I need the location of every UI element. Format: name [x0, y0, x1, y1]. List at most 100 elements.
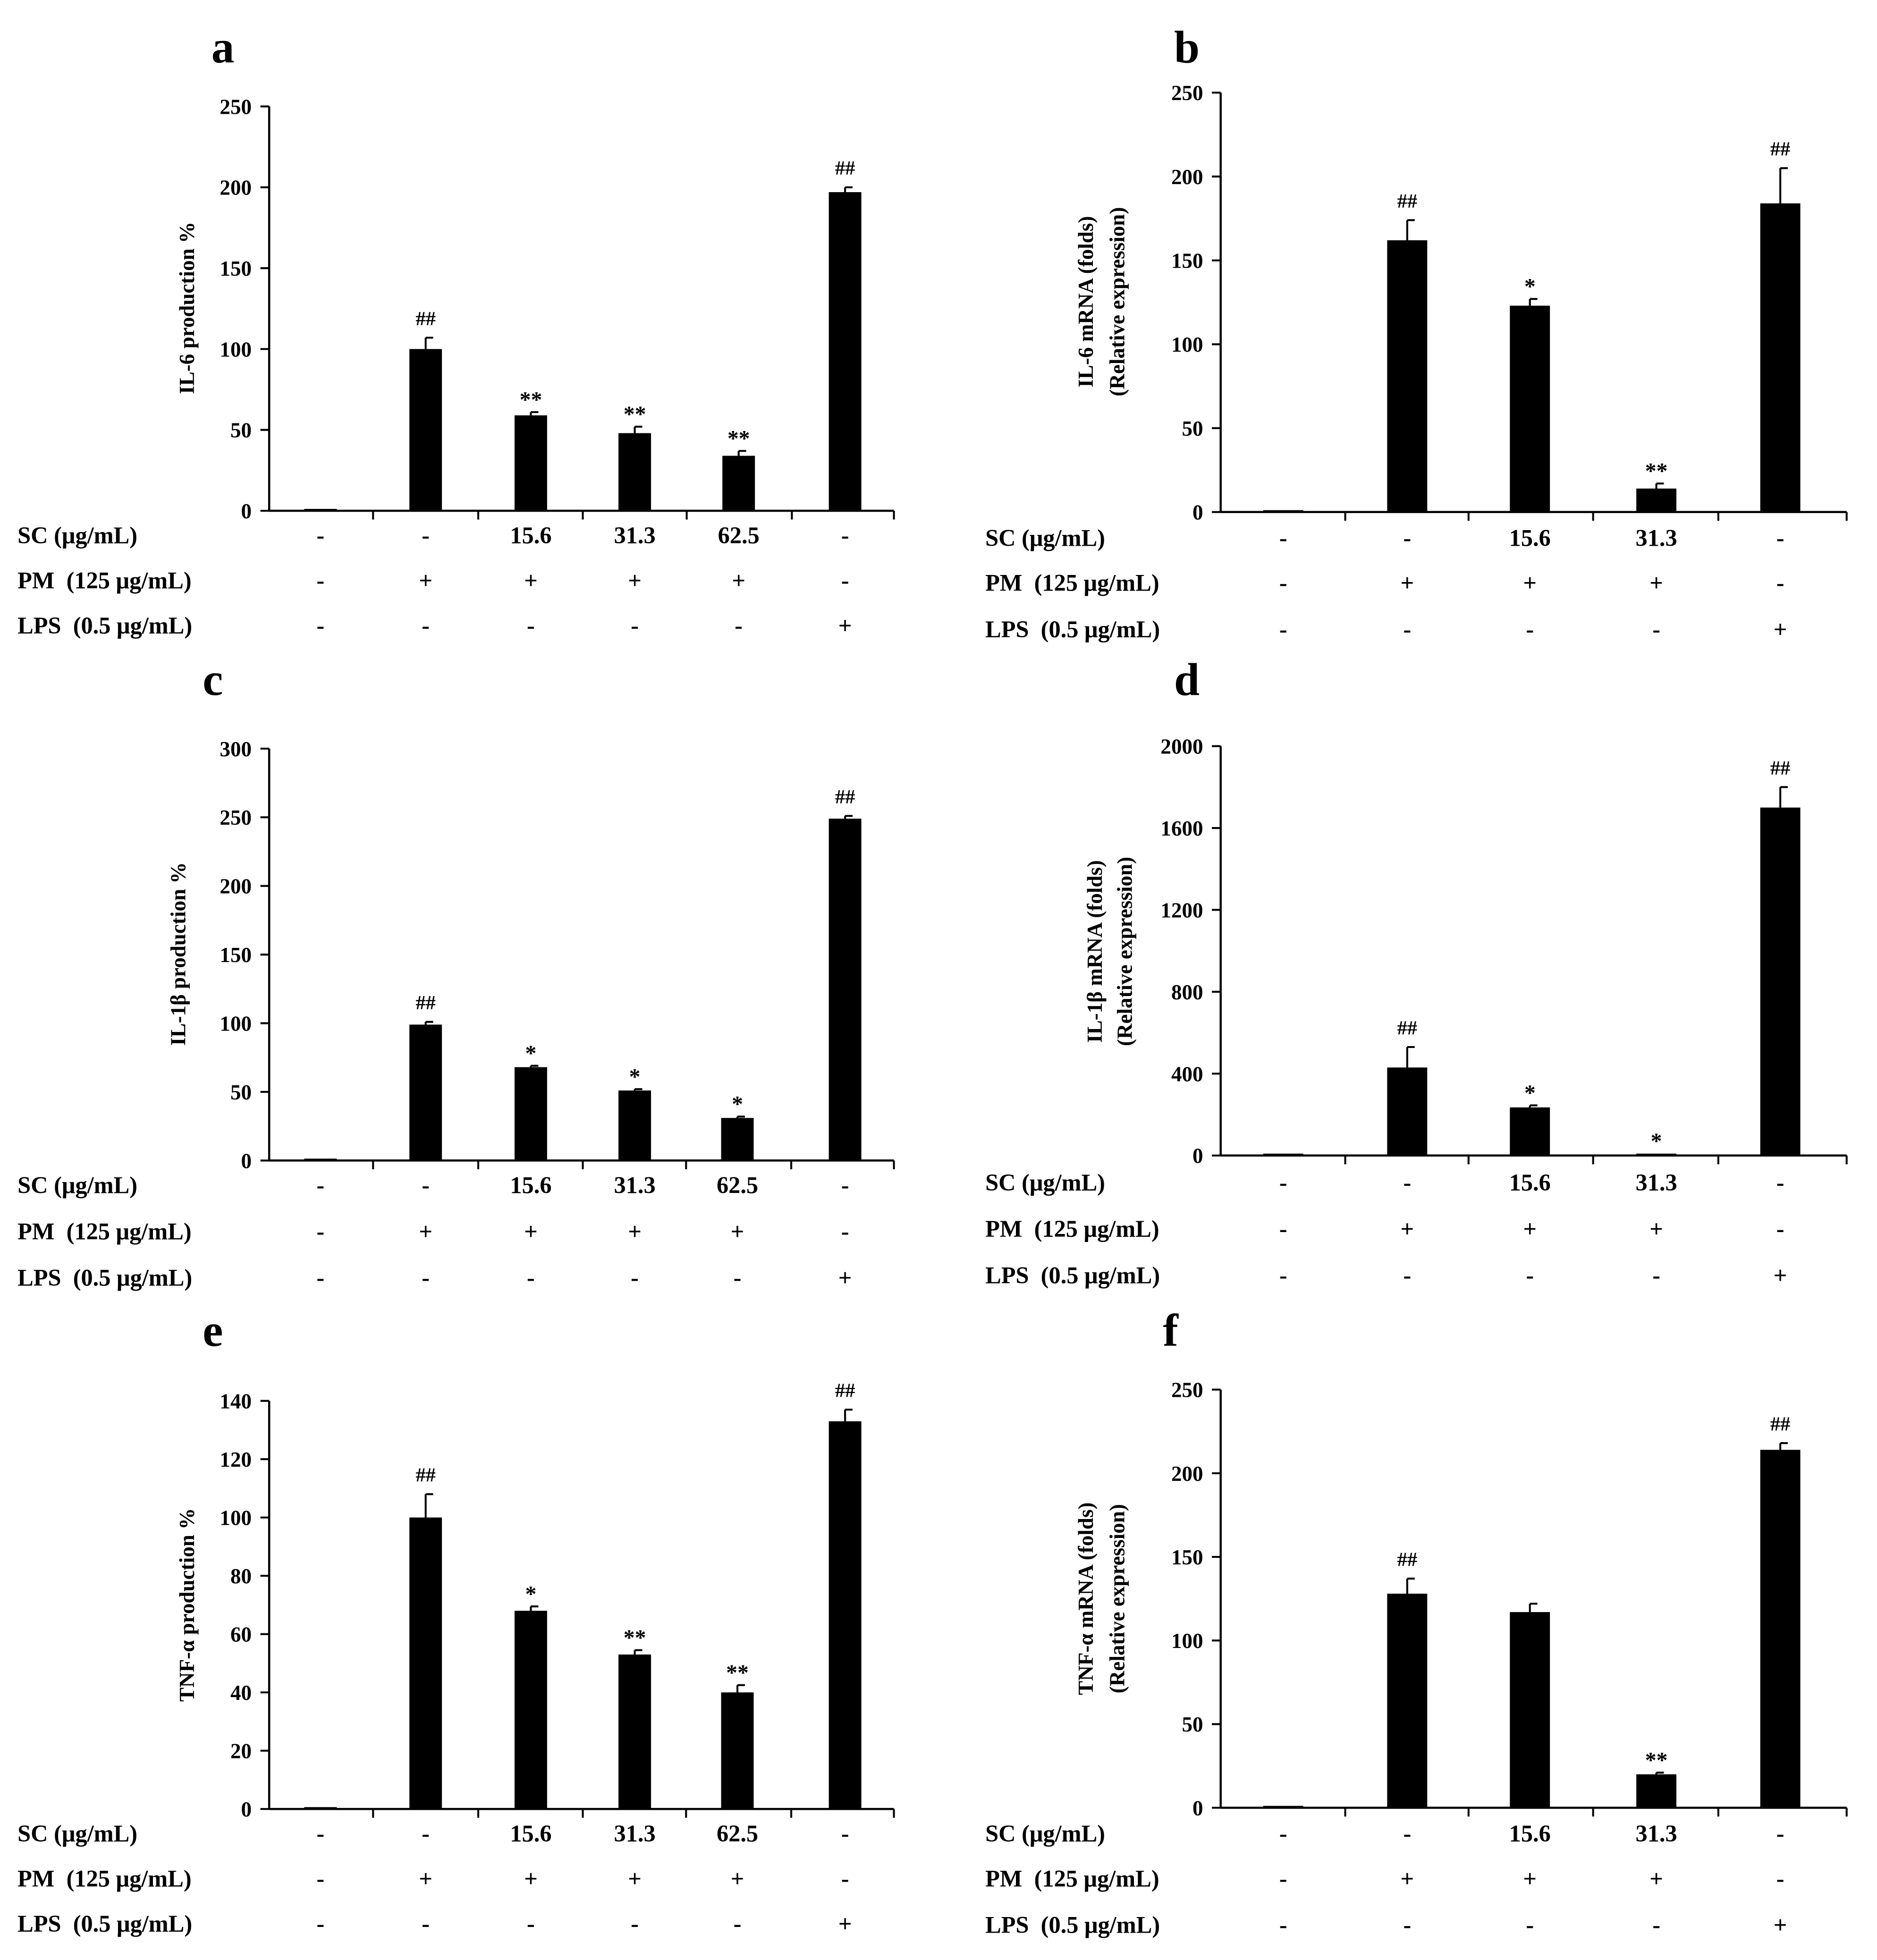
treatment-row-value: -	[1526, 616, 1534, 642]
treatment-row-value: -	[1403, 524, 1411, 551]
y-axis-label: IL-6 mRNA (folds)	[1074, 216, 1098, 388]
significance-mark: ##	[1397, 1017, 1417, 1039]
treatment-row-value: -	[631, 612, 639, 639]
bar-b-1	[1263, 510, 1303, 512]
treatment-row-value: 15.6	[510, 522, 551, 549]
bar-b-5	[1760, 203, 1801, 512]
treatment-row-value: +	[838, 1910, 852, 1937]
panel-letter: e	[203, 1305, 223, 1356]
treatment-row-value: -	[1279, 1169, 1287, 1196]
y-tick-label: 250	[1171, 81, 1203, 105]
bar-e-4	[618, 1654, 651, 1809]
treatment-row-value: -	[841, 1218, 849, 1244]
significance-mark: *	[1651, 1129, 1662, 1154]
treatment-row-value: +	[1400, 1216, 1414, 1242]
y-tick-label: 800	[1171, 980, 1203, 1004]
panel-letter: b	[1174, 22, 1200, 73]
treatment-row-value: +	[731, 1866, 744, 1892]
bar-d-5	[1760, 807, 1801, 1156]
y-tick-label: 100	[1171, 1629, 1203, 1653]
significance-mark: **	[520, 387, 542, 412]
treatment-row-value: -	[1403, 1912, 1411, 1938]
y-tick-label: 150	[1171, 249, 1203, 273]
treatment-row-value: -	[317, 1218, 325, 1244]
significance-mark: **	[726, 1660, 749, 1685]
treatment-row-value: +	[1400, 570, 1414, 596]
significance-mark: *	[732, 1092, 743, 1117]
y-axis-label: IL-6 production %	[175, 222, 199, 394]
treatment-row-value: +	[1649, 570, 1663, 596]
treatment-row-value: -	[734, 1265, 742, 1291]
bar-e-5	[721, 1692, 754, 1809]
panel-letter: d	[1174, 654, 1200, 705]
bar-f-5	[1760, 1450, 1801, 1808]
treatment-row-value: +	[1774, 1912, 1787, 1938]
treatment-row-value: -	[734, 1910, 742, 1937]
treatment-row-value: +	[731, 1218, 744, 1244]
y-axis-label: TNF-α production %	[175, 1508, 199, 1702]
treatment-row-value: -	[317, 612, 325, 639]
bar-c-4	[618, 1090, 651, 1161]
significance-mark: ##	[1770, 757, 1790, 779]
panel-letter: a	[211, 22, 235, 73]
treatment-row-value: 15.6	[510, 1820, 551, 1847]
y-tick-label: 80	[230, 1564, 252, 1588]
treatment-row-value: 15.6	[1509, 1820, 1551, 1847]
treatment-row-value: 31.3	[614, 1172, 655, 1198]
treatment-row-label: SC (μg/mL)	[17, 1820, 137, 1847]
bar-b-3	[1510, 305, 1550, 512]
y-tick-label: 50	[1182, 1713, 1203, 1736]
chart-panel-b: b 0 50 100 150 200 250 IL-6 mRNA (folds) (Relati…	[985, 22, 1848, 642]
treatment-row-value: +	[419, 1866, 432, 1892]
bar-a-3	[514, 415, 547, 511]
significance-mark: ##	[1397, 190, 1417, 212]
treatment-row-value: -	[1279, 1216, 1287, 1242]
treatment-row-value: -	[841, 1820, 849, 1847]
treatment-row-value: +	[1400, 1866, 1414, 1892]
y-tick-label: 200	[1171, 1462, 1203, 1486]
treatment-row-value: -	[1652, 616, 1660, 642]
treatment-row-value: +	[419, 567, 432, 593]
y-tick-label: 20	[230, 1740, 252, 1763]
treatment-row-value: -	[422, 1820, 430, 1847]
y-tick-label: 0	[1192, 1144, 1203, 1168]
treatment-row-value: +	[524, 567, 538, 593]
treatment-row-value: 31.3	[1636, 524, 1677, 551]
y-axis-label: IL-1β production %	[166, 862, 190, 1046]
treatment-row-value: -	[1279, 616, 1287, 642]
treatment-row-value: -	[317, 1910, 325, 1937]
significance-mark: **	[624, 1625, 646, 1650]
y-tick-label: 150	[220, 257, 252, 280]
treatment-row-value: 62.5	[718, 522, 760, 549]
treatment-row-value: 15.6	[1509, 524, 1551, 551]
significance-mark: *	[629, 1064, 641, 1090]
significance-mark: ##	[835, 157, 855, 179]
bar-b-2	[1387, 240, 1428, 512]
significance-mark: *	[1524, 1081, 1536, 1106]
treatment-row-label: LPS (0.5 μg/mL)	[17, 1265, 192, 1291]
treatment-row-value: -	[317, 567, 325, 593]
y-tick-label: 40	[230, 1681, 252, 1705]
treatment-row-label: SC (μg/mL)	[17, 522, 137, 549]
significance-mark: ##	[1770, 138, 1790, 161]
treatment-row-label: SC (μg/mL)	[17, 1172, 137, 1198]
y-tick-label: 0	[1192, 1796, 1203, 1820]
panel-letter: c	[203, 654, 223, 705]
bar-e-6	[829, 1421, 862, 1809]
treatment-row-value: -	[317, 522, 325, 549]
chart-panel-e: e 0 20 40 60 80 100 120 140 TNF-α production % ## *…	[17, 1305, 895, 1937]
y-tick-label: 100	[1171, 333, 1203, 356]
treatment-row-value: -	[841, 1866, 849, 1892]
treatment-row-value: -	[317, 1820, 325, 1847]
treatment-row-value: -	[317, 1265, 325, 1291]
treatment-row-value: +	[419, 1218, 432, 1244]
bar-f-1	[1263, 1806, 1303, 1808]
bar-e-1	[304, 1807, 337, 1809]
treatment-row-label: PM (125 μg/mL)	[985, 1216, 1159, 1242]
treatment-row-value: 62.5	[717, 1172, 758, 1198]
treatment-row-value: -	[1279, 1866, 1287, 1892]
treatment-row-value: +	[1774, 616, 1787, 642]
treatment-row-value: -	[317, 1866, 325, 1892]
treatment-row-value: +	[1523, 1866, 1537, 1892]
y-tick-label: 250	[1171, 1378, 1203, 1402]
